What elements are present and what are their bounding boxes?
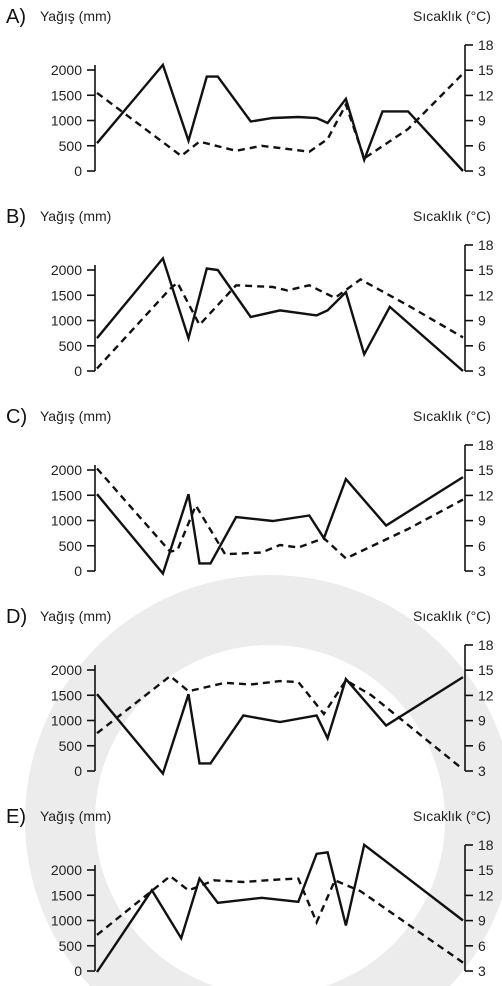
right-tick-label: 15 [478,662,494,678]
left-tick-label: 0 [74,763,82,779]
y-axis-title: Yağış (mm) [40,8,111,24]
right-tick-label: 18 [478,637,494,653]
y2-axis-title-text: Sıcaklık ( [413,8,471,24]
left-tick-label: 2000 [51,62,82,78]
left-tick-label: 2000 [51,262,82,278]
left-tick-label: 500 [59,138,83,154]
right-tick-label: 6 [478,738,486,754]
precipitation-line [96,62,464,172]
temperature-line [96,674,464,771]
right-tick-label: 9 [478,313,486,329]
y2-axis-title: Sıcaklık (°C) [413,408,491,424]
left-tick-label: 2000 [51,462,82,478]
left-tick-label: 1500 [51,687,82,703]
right-tick-label: 3 [478,763,486,779]
y2-axis-title: Sıcaklık (°C) [413,608,491,624]
left-tick-label: 2000 [51,862,82,878]
y2-axis-title: Sıcaklık (°C) [413,208,491,224]
left-tick-label: 1000 [51,713,82,729]
right-tick-label: 12 [478,887,494,903]
left-tick-label: 1000 [51,313,82,329]
left-tick-label: 500 [59,938,83,954]
y2-axis-unit: °C) [471,408,491,424]
right-tick-label: 12 [478,287,494,303]
chart-panel-4: D) Yağış (mm) Sıcaklık (°C) 0 500 1000 1500 200… [6,606,494,779]
precipitation-line [96,255,464,372]
y-axis-title: Yağış (mm) [40,408,111,424]
right-tick-label: 6 [478,338,486,354]
precipitation-line [96,676,464,776]
temperature-line [96,72,464,161]
left-tick-label: 0 [74,163,82,179]
panel-label: D) [6,606,27,628]
left-tick-label: 1500 [51,887,82,903]
panel-label: E) [6,806,26,828]
right-tick-label: 3 [478,363,486,379]
right-tick-label: 9 [478,913,486,929]
right-tick-label: 15 [478,862,494,878]
left-tick-label: 2000 [51,662,82,678]
y2-axis-title: Sıcaklık (°C) [413,808,491,824]
left-tick-label: 1500 [51,87,82,103]
precipitation-line [96,842,464,973]
y2-axis-title-text: Sıcaklık ( [413,608,471,624]
right-tick-label: 15 [478,62,494,78]
left-tick-label: 0 [74,563,82,579]
right-tick-label: 6 [478,538,486,554]
y2-axis-title: Sıcaklık (°C) [413,8,491,24]
left-tick-label: 500 [59,338,83,354]
right-tick-label: 15 [478,462,494,478]
chart-panel-2: B) Yağış (mm) Sıcaklık (°C) 0 500 1000 1500 200… [6,206,494,379]
y2-axis-title-text: Sıcaklık ( [413,808,471,824]
left-tick-label: 500 [59,738,83,754]
right-tick-label: 12 [478,87,494,103]
y2-axis-unit: °C) [471,608,491,624]
left-tick-label: 0 [74,963,82,979]
left-tick-label: 1500 [51,287,82,303]
left-tick-label: 1000 [51,913,82,929]
temperature-line [96,467,464,560]
y-axis-title: Yağış (mm) [40,208,111,224]
right-tick-label: 9 [478,113,486,129]
y2-axis-title-text: Sıcaklık ( [413,208,471,224]
left-tick-label: 500 [59,538,83,554]
left-tick-label: 1500 [51,487,82,503]
y2-axis-title-text: Sıcaklık ( [413,408,471,424]
panel-label: B) [6,206,26,228]
right-tick-label: 12 [478,487,494,503]
right-tick-label: 18 [478,37,494,53]
temperature-line [96,874,464,964]
right-tick-label: 12 [478,687,494,703]
y-axis-title: Yağış (mm) [40,608,111,624]
left-tick-label: 1000 [51,113,82,129]
y2-axis-unit: °C) [471,8,491,24]
right-tick-label: 6 [478,138,486,154]
left-tick-label: 1000 [51,513,82,529]
right-tick-label: 18 [478,237,494,253]
temperature-line [96,277,464,370]
right-tick-label: 9 [478,713,486,729]
panel-label: C) [6,406,27,428]
y2-axis-unit: °C) [471,808,491,824]
y-axis-title: Yağış (mm) [40,808,111,824]
y2-axis-unit: °C) [471,208,491,224]
chart-panel-3: C) Yağış (mm) Sıcaklık (°C) 0 500 1000 1500 200… [6,406,494,579]
chart-panel-5: E) Yağış (mm) Sıcaklık (°C) 0 500 1000 1500 200… [6,806,494,979]
chart-panel-1: A) Yağış (mm) Sıcaklık (°C) 0 500 1000 1500 200… [6,6,494,179]
right-tick-label: 15 [478,262,494,278]
right-tick-label: 3 [478,563,486,579]
right-tick-label: 18 [478,437,494,453]
watermark-ring [25,575,502,986]
right-tick-label: 3 [478,963,486,979]
right-tick-label: 18 [478,837,494,853]
precipitation-line [96,476,464,576]
right-tick-label: 9 [478,513,486,529]
right-tick-label: 3 [478,163,486,179]
left-tick-label: 0 [74,363,82,379]
right-tick-label: 6 [478,938,486,954]
panel-label: A) [6,6,26,28]
